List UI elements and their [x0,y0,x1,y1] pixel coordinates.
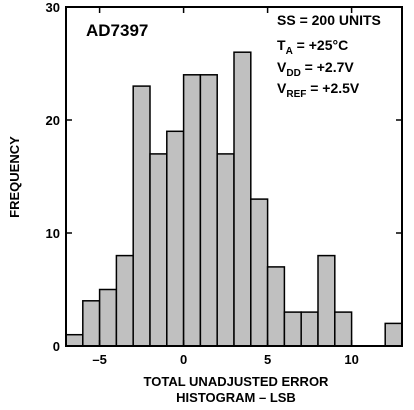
histogram-bar [300,311,319,347]
histogram-bar [334,311,353,347]
histogram-bar [266,266,286,347]
x-axis-label-line1: TOTAL UNADJUSTED ERROR [144,374,330,389]
x-axis-label-line2: HISTOGRAM – LSB [176,390,296,405]
histogram-bar [82,300,101,347]
vdd-label: VDD = +2.7V [277,59,354,79]
histogram-bar [65,333,84,347]
histogram-bar [283,311,302,347]
plot-frame [65,6,403,347]
histogram-bar [98,288,118,347]
histogram-bar [132,85,151,347]
histogram-bar [384,322,403,347]
temperature-label: TA = +25°C [277,37,348,57]
y-tick-label: 20 [46,113,60,128]
ticks-layer: 0 10 20 30 –5 0 5 10 [46,0,402,367]
sample-size-label: SS = 200 UNITS [277,12,381,28]
histogram-bar [149,153,168,347]
histogram-bar [182,74,202,347]
x-tick-label: –5 [92,352,106,367]
histogram-bar [199,74,218,347]
y-tick-label: 10 [46,226,60,241]
histogram-bar [216,153,235,347]
histogram-bar [166,130,185,347]
x-tick-label: 5 [264,352,271,367]
histogram-bar [233,51,252,347]
y-tick-label: 30 [46,0,60,15]
vref-label: VREF = +2.5V [277,80,360,100]
histogram-bar [115,254,134,347]
histogram-bar [250,198,269,347]
x-tick-label: 10 [344,352,358,367]
bars-layer [65,51,403,347]
histogram-bar [317,254,336,347]
x-tick-label: 0 [180,352,187,367]
y-axis-label: FREQUENCY [7,136,22,218]
chart-title: AD7397 [86,21,148,40]
conditions-annotation: SS = 200 UNITS TA = +25°C VDD = +2.7V VR… [277,12,381,100]
y-tick-label: 0 [53,339,60,354]
